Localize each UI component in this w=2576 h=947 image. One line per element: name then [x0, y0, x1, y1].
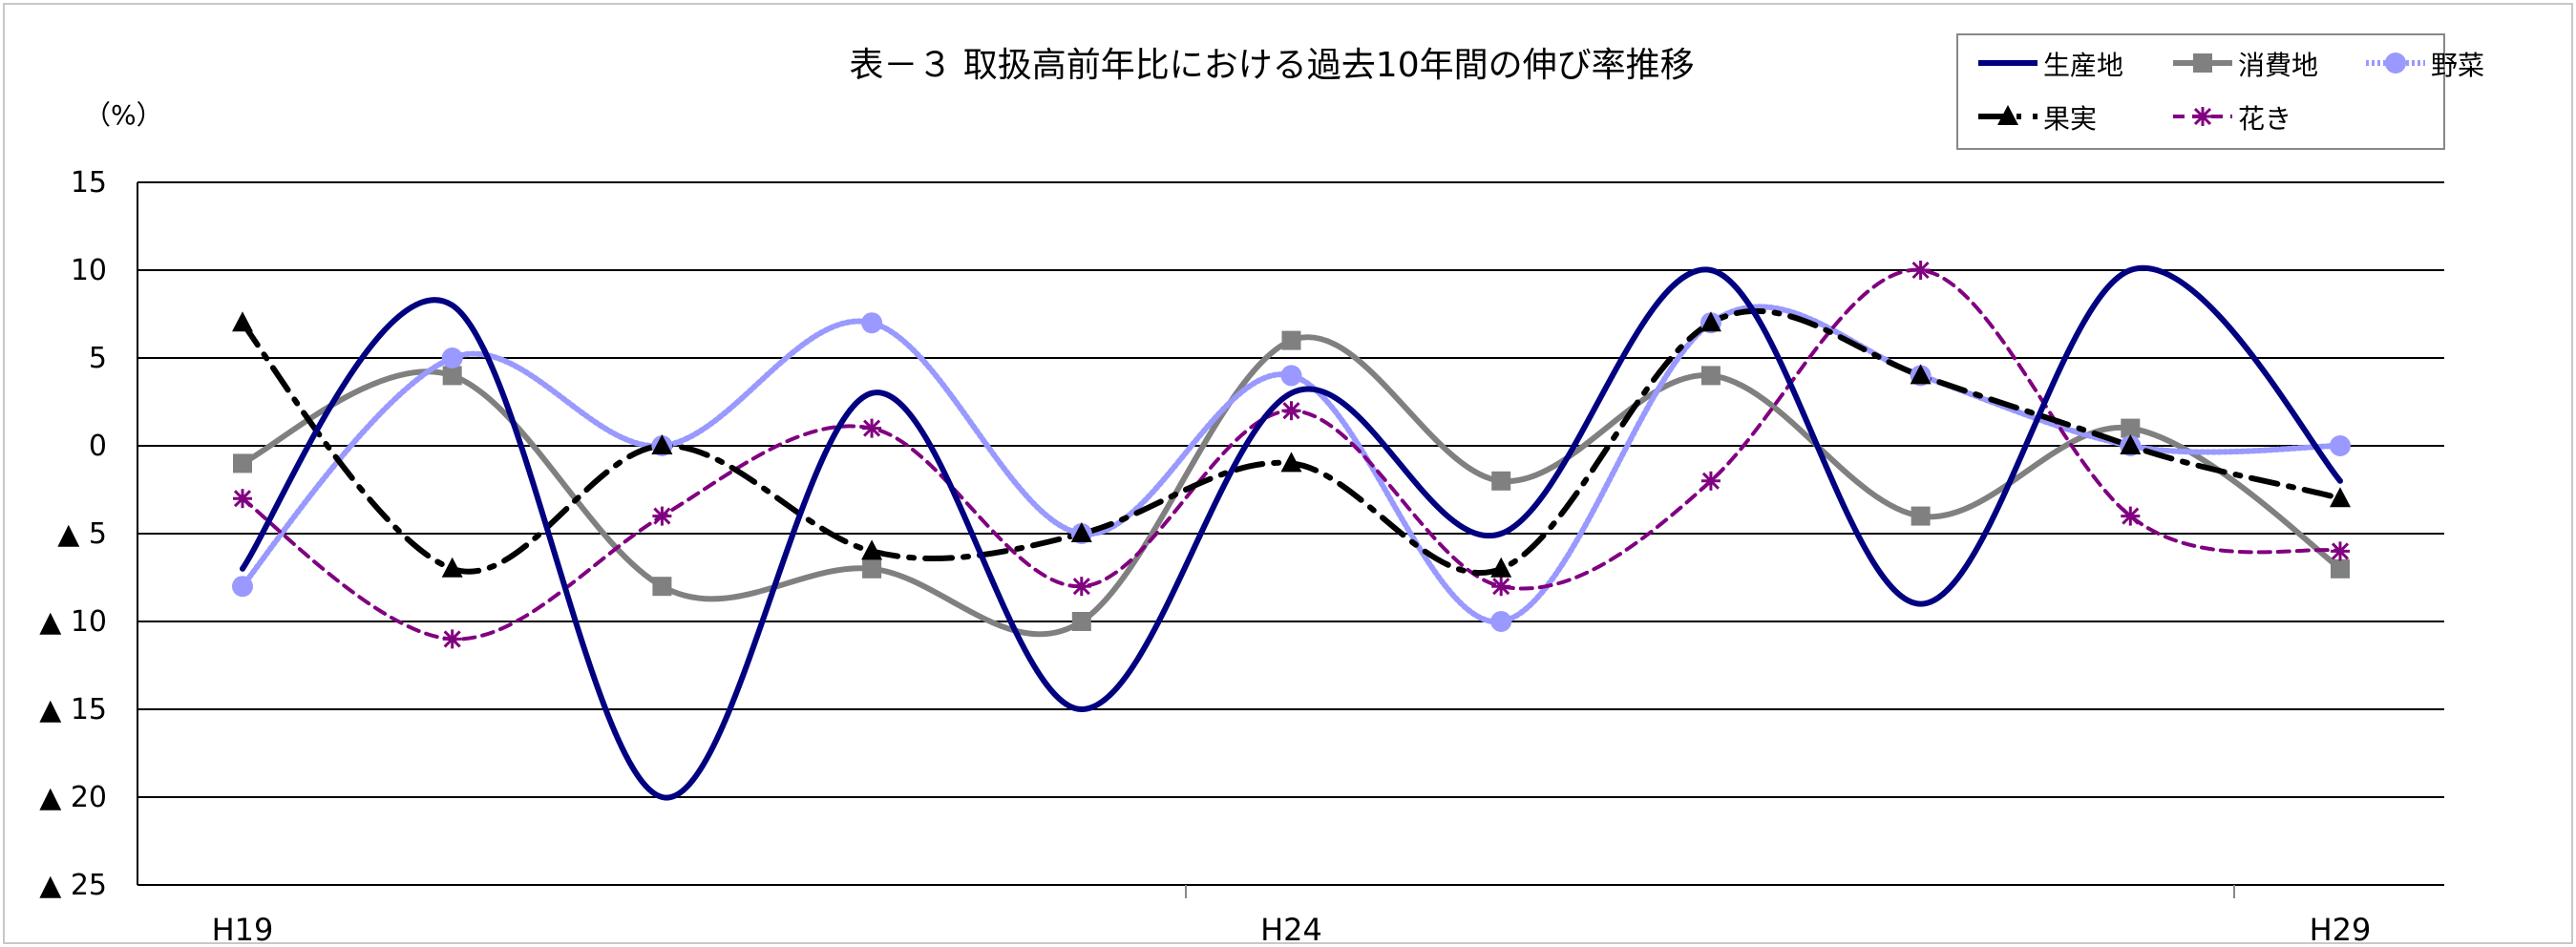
data-point-果実 — [1070, 522, 1092, 542]
gridlines — [137, 181, 2444, 898]
legend-item: 花き — [2173, 103, 2291, 135]
legend-box — [1956, 33, 2445, 150]
data-point-果実 — [1280, 452, 1302, 473]
chart-title: 表－３ 取扱高前年比における過去10年間の伸び率推移 — [849, 46, 1694, 85]
data-point-花き — [652, 506, 672, 526]
data-point-果実 — [1910, 364, 1932, 385]
legend-item: 生産地 — [1978, 50, 2123, 81]
x-tick-labels: H19 H24 H29 — [212, 912, 2372, 947]
legend-marker — [1997, 105, 2018, 125]
data-point-消費地 — [442, 366, 462, 386]
legend-item: 野菜 — [2366, 50, 2484, 81]
data-point-消費地 — [1911, 506, 1931, 526]
data-point-果実 — [651, 434, 673, 454]
legend-label: 消費地 — [2238, 50, 2318, 81]
legend-label: 花き — [2238, 103, 2291, 135]
data-point-野菜 — [1490, 611, 1512, 632]
y-tick-label: ▲ 20 — [39, 781, 107, 814]
series-line-生産地 — [240, 264, 2343, 801]
data-point-花き — [442, 629, 462, 649]
data-point-消費地 — [1700, 366, 1721, 386]
data-point-果実 — [441, 557, 463, 578]
data-point-消費地 — [1491, 471, 1511, 491]
data-point-果実 — [861, 539, 883, 560]
chart-border — [3, 3, 2573, 944]
x-tick-label: H19 — [212, 912, 274, 947]
y-tick-label: ▲ 10 — [39, 605, 107, 639]
y-tick-label: ▲ 15 — [39, 693, 107, 726]
legend-item: 消費地 — [2173, 50, 2318, 81]
data-point-消費地 — [652, 577, 672, 597]
y-tick-label: 10 — [71, 254, 107, 287]
data-point-野菜 — [441, 347, 463, 368]
data-point-果実 — [1700, 311, 1721, 332]
y-tick-label: ▲ 5 — [57, 517, 107, 551]
y-tick-label: 15 — [71, 166, 107, 200]
y-unit-label: （%） — [84, 99, 163, 131]
data-point-花き — [1911, 261, 1931, 280]
data-point-消費地 — [1281, 330, 1301, 350]
data-point-花き — [2331, 541, 2350, 561]
data-point-花き — [862, 418, 882, 438]
data-point-花き — [1281, 401, 1301, 421]
data-point-野菜 — [232, 576, 253, 598]
y-tick-label: ▲ 25 — [39, 869, 107, 902]
legend-marker — [2193, 53, 2212, 73]
legend-label: 果実 — [2043, 103, 2097, 135]
data-point-花き — [1071, 577, 1091, 597]
data-point-果実 — [1490, 557, 1512, 578]
data-point-野菜 — [1280, 365, 1302, 387]
data-point-消費地 — [2331, 558, 2350, 579]
series-markers — [232, 261, 2351, 649]
x-tick-label: H24 — [1260, 912, 1322, 947]
legend-marker — [2385, 53, 2406, 74]
data-point-野菜 — [861, 312, 883, 334]
legend-marker — [2193, 107, 2212, 126]
legend-label: 生産地 — [2043, 50, 2123, 81]
legend-label: 野菜 — [2431, 50, 2484, 81]
legend-item: 果実 — [1978, 103, 2097, 135]
y-tick-label: 0 — [89, 430, 107, 463]
data-point-消費地 — [862, 558, 882, 579]
data-point-消費地 — [2121, 418, 2141, 438]
data-point-花き — [1491, 577, 1511, 597]
data-point-消費地 — [1071, 612, 1091, 631]
data-point-果実 — [232, 311, 253, 332]
data-point-花き — [1700, 471, 1721, 491]
x-tick-label: H29 — [2310, 912, 2372, 947]
data-point-花き — [233, 489, 252, 509]
y-tick-label: 5 — [89, 342, 107, 375]
data-point-果実 — [2330, 487, 2351, 508]
data-point-果実 — [2120, 434, 2142, 454]
data-point-消費地 — [233, 453, 252, 474]
data-point-花き — [2121, 506, 2141, 526]
y-tick-labels: 15 10 5 0 ▲ 5 ▲ 10 ▲ 15 ▲ 20 ▲ 25 — [39, 166, 107, 902]
data-point-野菜 — [2330, 435, 2351, 456]
